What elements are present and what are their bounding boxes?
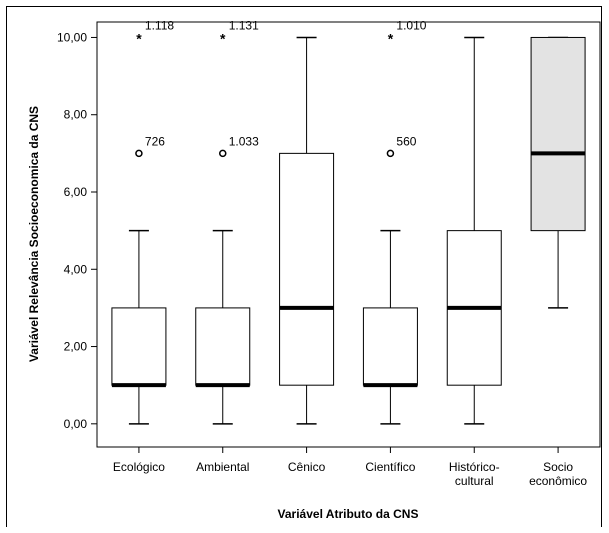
plot-area [96,21,601,448]
box-group: 560 *1.010 [362,18,427,425]
x-tick-label: Cênico [288,460,326,474]
x-tick-label: Científico [365,460,415,474]
outlier-label: 1.131 [229,18,259,32]
x-tick-label: Histórico- [449,460,500,474]
outlier-circle [219,149,227,158]
box-group: 726 *1.118 [111,18,174,425]
x-tick-label: Socio [543,460,573,474]
y-tick-label: 8,00 [64,108,88,122]
box-group [279,36,335,425]
box-group [446,36,502,425]
box [279,152,335,386]
outlier-label: 1.033 [229,134,259,148]
y-tick-label: 0,00 [64,417,88,431]
outlier-label: 1.010 [396,18,426,32]
y-axis: 0,00 2,00 4,00 6,00 8,00 10,00 [57,30,97,431]
outlier-star: * [136,30,142,46]
outlier-label: 1.118 [145,18,174,32]
x-tick-label: econômico [529,474,587,488]
outlier-star: * [388,30,394,46]
y-tick-label: 2,00 [64,340,88,354]
x-axis: Ecológico Ambiental Cênico Científico Histór… [113,447,587,488]
box [195,307,251,386]
outlier-label: 560 [396,134,416,148]
outlier-label: 726 [145,134,165,148]
y-axis-title: Variável Relevância Socioeconomica da CN… [27,106,41,362]
box-group [530,36,586,309]
box [530,36,586,232]
y-tick-label: 10,00 [57,30,87,44]
x-tick-label: Ecológico [113,460,165,474]
x-tick-label: cultural [455,474,494,488]
x-tick-label: Ambiental [196,460,249,474]
x-axis-title: Variável Atributo da CNS [278,507,419,521]
y-tick-label: 6,00 [64,185,88,199]
box-group: 1.033 *1.131 [195,18,259,425]
y-tick-label: 4,00 [64,262,88,276]
box [111,307,167,386]
outlier-circle [135,149,143,158]
outlier-circle [386,149,395,158]
outlier-star: * [220,30,226,46]
chart-frame [6,6,602,527]
box [362,307,418,386]
